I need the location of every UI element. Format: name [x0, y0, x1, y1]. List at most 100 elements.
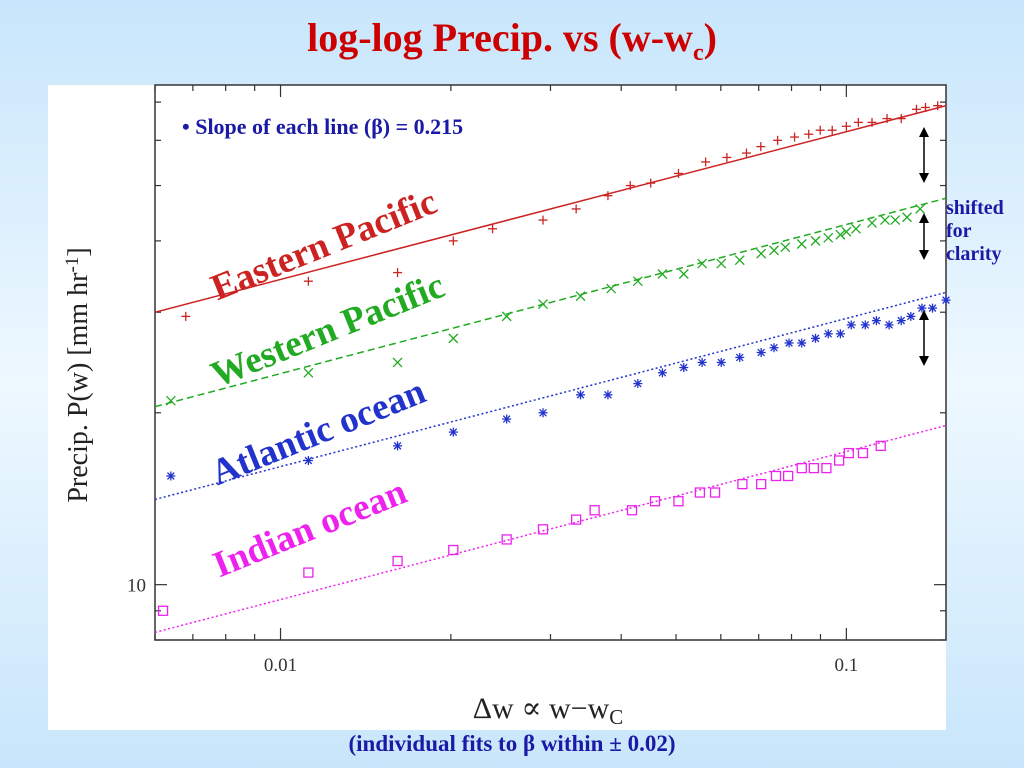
data-point [879, 215, 890, 226]
data-point [841, 226, 852, 237]
data-point [157, 605, 169, 616]
data-point [810, 235, 821, 246]
chart-panel [48, 85, 946, 730]
y-tick-label: 10 [127, 576, 146, 597]
data-point [867, 217, 877, 228]
data-point [657, 368, 667, 378]
slide-title-subscript: c [692, 40, 704, 66]
data-point [488, 224, 498, 234]
data-point [769, 245, 779, 256]
data-point [867, 117, 877, 127]
data-points [157, 101, 951, 616]
data-point [933, 101, 943, 111]
data-point [697, 258, 708, 269]
data-point [756, 248, 767, 259]
data-point [741, 148, 751, 158]
data-point [538, 299, 548, 310]
data-point [941, 295, 951, 305]
data-point [835, 229, 846, 240]
slope-note: • Slope of each line (β) = 0.215 [182, 114, 464, 139]
data-point [737, 478, 748, 490]
data-point [871, 316, 881, 326]
data-point [756, 478, 767, 490]
data-point [884, 320, 894, 330]
data-point [392, 357, 403, 368]
data-point [673, 496, 684, 507]
data-point [804, 129, 814, 139]
data-point [603, 390, 613, 400]
data-point [694, 487, 706, 498]
data-point [846, 320, 856, 330]
data-point [902, 212, 912, 223]
data-point [697, 357, 707, 367]
data-point [448, 236, 458, 246]
data-point [646, 178, 656, 188]
shift-note: shifted for clarity [946, 197, 1004, 266]
data-point [571, 204, 581, 214]
data-point [673, 168, 683, 178]
data-point [857, 447, 869, 459]
data-point [808, 462, 819, 474]
data-point [649, 496, 661, 507]
caption: (individual fits to β within ± 0.02) [348, 731, 676, 756]
shift-note-line-1: shifted [946, 197, 1004, 219]
double-arrow-icon [919, 310, 929, 366]
data-point [827, 125, 837, 135]
data-point [716, 357, 726, 367]
data-point [773, 135, 783, 145]
data-point [165, 395, 176, 406]
data-point [393, 268, 403, 278]
data-point [896, 114, 906, 124]
data-point [756, 142, 766, 152]
data-point [393, 441, 403, 451]
data-point [501, 311, 512, 322]
data-point [606, 283, 617, 294]
data-point [915, 203, 926, 214]
shift-note-line-3: clarity [946, 243, 1002, 265]
data-point [303, 455, 313, 465]
data-point [734, 255, 745, 266]
data-point [625, 181, 635, 191]
x-tick-label: 0.01 [264, 655, 297, 676]
data-point [782, 470, 794, 482]
shift-note-line-2: for [946, 220, 972, 242]
data-point [716, 258, 727, 269]
data-point [709, 487, 721, 498]
data-point [538, 408, 548, 418]
fit-lines [155, 104, 946, 634]
data-point [875, 440, 886, 452]
data-point [860, 320, 870, 330]
data-point [633, 379, 643, 389]
data-point [851, 223, 861, 234]
data-point [181, 311, 191, 321]
data-point [570, 514, 582, 525]
double-arrow-icon [919, 127, 929, 183]
data-point [882, 114, 892, 124]
data-point [770, 470, 782, 482]
shift-arrows [919, 127, 929, 366]
data-point [502, 414, 512, 424]
data-point [821, 462, 832, 474]
slide-title-main: log-log Precip. vs (w-w [307, 15, 693, 60]
data-point [917, 303, 927, 313]
data-point [928, 303, 938, 313]
data-point [632, 276, 643, 287]
data-point [911, 104, 921, 114]
data-point [576, 390, 586, 400]
data-point [657, 269, 668, 279]
data-point [392, 555, 403, 567]
slide-title: log-log Precip. vs (w-wc) [0, 14, 1024, 67]
fit-line-1 [155, 197, 946, 408]
data-point [835, 329, 845, 339]
data-point [823, 232, 834, 243]
y-axis-label: Precip. P(w) [mm hr-1] [62, 247, 94, 502]
fit-line-3 [155, 424, 946, 634]
data-point [538, 215, 548, 225]
data-point [735, 352, 745, 362]
data-point [756, 348, 766, 358]
data-point [678, 269, 689, 279]
data-point [575, 291, 586, 302]
data-point [797, 338, 807, 348]
data-point [603, 191, 613, 201]
